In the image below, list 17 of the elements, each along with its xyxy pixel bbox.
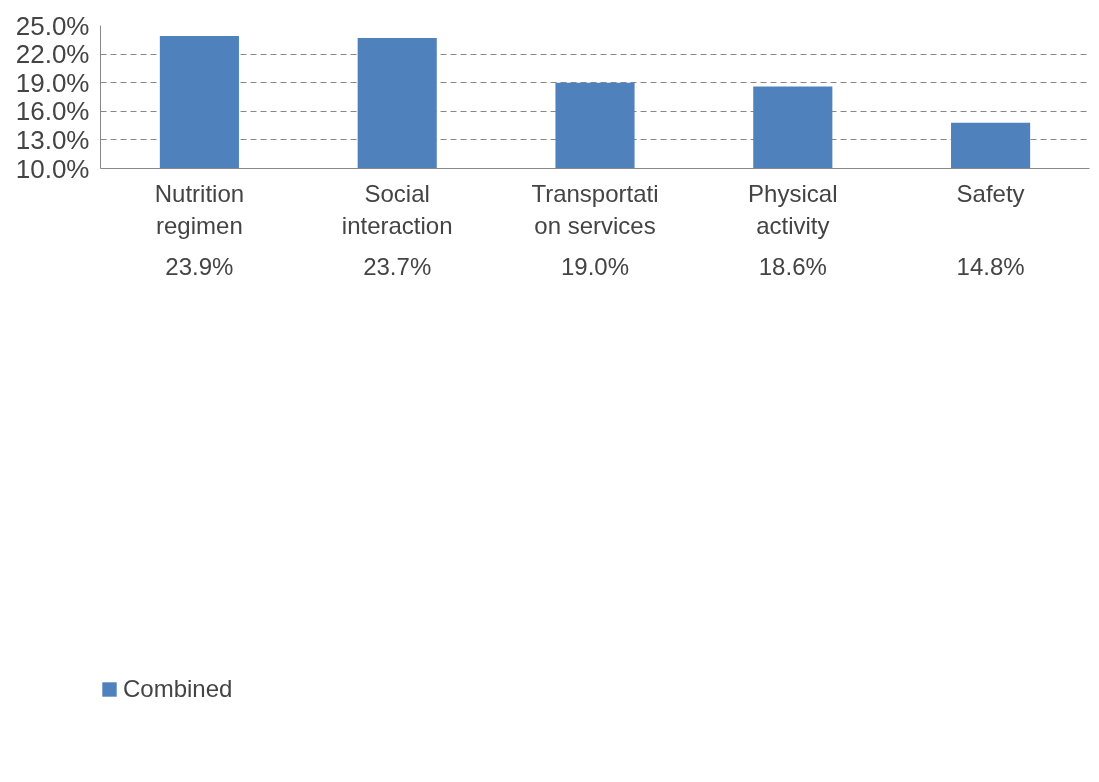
data-label: 14.8% — [956, 252, 1025, 280]
y-tick-label: 25.0% — [15, 10, 90, 41]
x-tick-label: Safety — [956, 179, 1025, 207]
data-label: 23.7% — [363, 252, 432, 280]
y-tick-label: 19.0% — [15, 67, 90, 98]
x-tick-label: Nutrition regimen — [154, 179, 245, 239]
data-label: 19.0% — [560, 252, 630, 280]
data-label: 18.6% — [758, 252, 827, 280]
y-tick-label: 16.0% — [15, 96, 90, 127]
legend-label: Combined — [123, 675, 233, 704]
x-tick-label: Social interaction — [341, 179, 453, 239]
y-tick-label: 22.0% — [15, 39, 90, 70]
y-tick-label: 13.0% — [15, 124, 90, 155]
x-tick-label: Transportati on services — [531, 179, 659, 239]
data-label: 23.9% — [165, 252, 234, 280]
x-tick-label: Physical activity — [748, 179, 838, 239]
y-tick-label: 10.0% — [15, 153, 90, 184]
